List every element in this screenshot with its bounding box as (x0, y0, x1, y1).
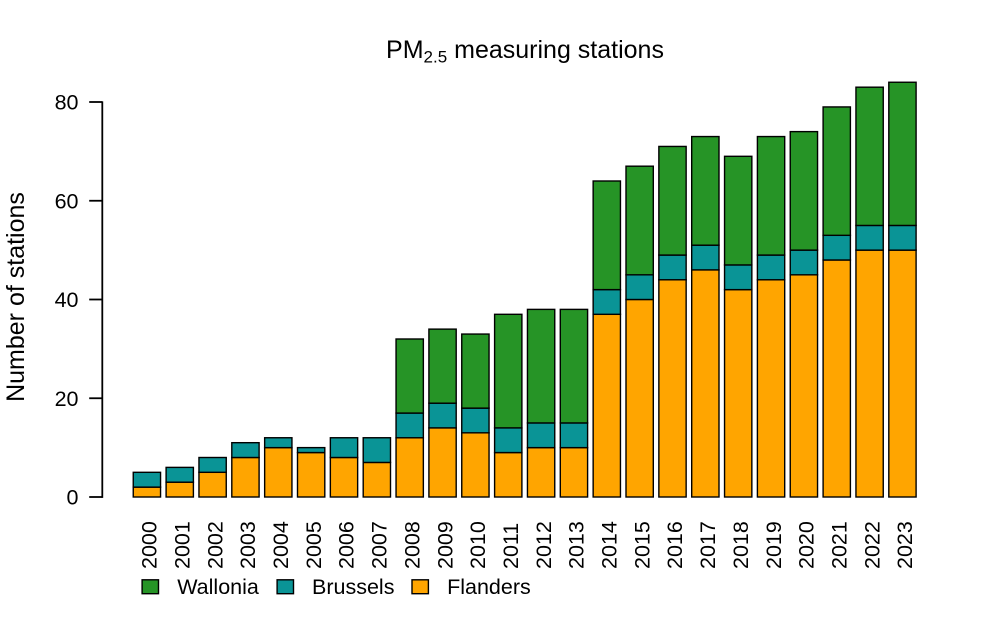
svg-text:2018: 2018 (729, 521, 753, 569)
svg-text:2004: 2004 (269, 521, 293, 569)
svg-text:2017: 2017 (696, 521, 720, 569)
svg-text:PM2.5 measuring stations: PM2.5 measuring stations (386, 36, 664, 67)
svg-text:2001: 2001 (170, 521, 194, 569)
svg-text:2022: 2022 (860, 521, 884, 569)
svg-text:2023: 2023 (893, 521, 917, 569)
svg-text:2011: 2011 (499, 523, 523, 569)
svg-text:0: 0 (67, 486, 79, 510)
svg-text:2002: 2002 (203, 521, 227, 569)
svg-text:2015: 2015 (630, 521, 654, 569)
svg-text:2003: 2003 (236, 521, 260, 569)
svg-text:2014: 2014 (598, 521, 622, 569)
svg-text:2009: 2009 (433, 521, 457, 569)
svg-text:40: 40 (55, 288, 79, 312)
svg-text:2012: 2012 (532, 521, 556, 569)
svg-text:Brussels: Brussels (312, 575, 394, 599)
svg-text:80: 80 (55, 91, 79, 115)
svg-text:2010: 2010 (466, 521, 490, 569)
svg-text:2008: 2008 (400, 521, 424, 569)
svg-text:2007: 2007 (368, 521, 392, 569)
svg-text:Number of stations: Number of stations (2, 192, 30, 402)
svg-text:2020: 2020 (795, 521, 819, 569)
svg-text:2005: 2005 (302, 521, 326, 569)
svg-text:2021: 2021 (827, 521, 851, 569)
svg-text:Flanders: Flanders (447, 575, 531, 599)
svg-text:2013: 2013 (565, 521, 589, 569)
svg-text:20: 20 (55, 387, 79, 411)
svg-text:2006: 2006 (335, 521, 359, 569)
svg-text:Wallonia: Wallonia (177, 575, 259, 599)
svg-text:2000: 2000 (138, 521, 162, 569)
svg-text:2019: 2019 (762, 521, 786, 569)
svg-text:2016: 2016 (663, 521, 687, 569)
svg-text:60: 60 (55, 189, 79, 213)
